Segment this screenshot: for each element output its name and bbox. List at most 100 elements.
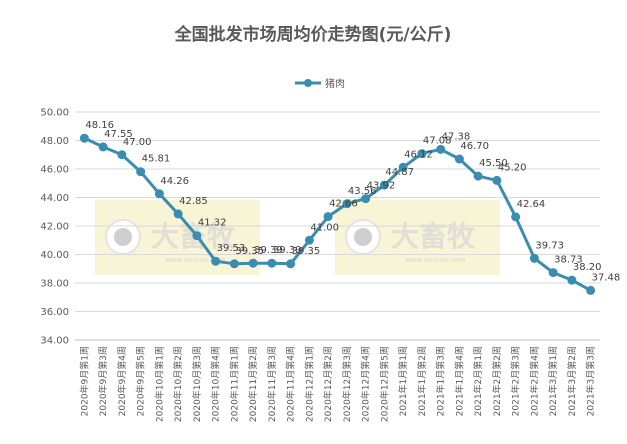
data-point (361, 194, 371, 204)
y-tick-label: 48.00 (40, 136, 69, 147)
data-point (229, 259, 239, 269)
data-label: 39.39 (273, 245, 302, 256)
x-tick-label: 2020年11月第1周 (228, 346, 240, 422)
data-point (304, 235, 314, 245)
x-tick-label: 2021年3月第2周 (566, 346, 578, 416)
data-label: 39.35 (292, 246, 321, 257)
data-point (173, 209, 183, 219)
data-point (154, 189, 164, 199)
data-point (529, 253, 539, 263)
data-label: 46.12 (404, 149, 433, 160)
data-label: 41.32 (198, 218, 227, 229)
data-point (286, 259, 296, 269)
x-axis-ticks: 2020年9月第1周 2020年9月第3周 2020年9月第4周 2020年9月第5周… (78, 346, 596, 422)
data-point (454, 154, 464, 164)
data-point (417, 149, 427, 159)
data-label: 47.08 (423, 136, 452, 147)
data-point (473, 171, 483, 181)
y-tick-label: 50.00 (40, 108, 69, 119)
data-label: 48.16 (85, 120, 114, 131)
x-tick-label: 2020年10月第4周 (210, 346, 222, 422)
data-label: 37.48 (592, 272, 621, 283)
x-tick-label: 2020年9月第3周 (97, 346, 109, 416)
data-point (98, 142, 108, 152)
data-label: 47.55 (104, 129, 133, 140)
x-tick-label: 2020年12月第5周 (378, 346, 390, 422)
data-label: 45.81 (142, 154, 171, 165)
data-point (436, 144, 446, 154)
x-tick-label: 2021年2月第2周 (491, 346, 503, 416)
data-label: 47.38 (442, 131, 471, 142)
legend: 猪肉 (295, 77, 345, 90)
x-tick-label: 2021年1月第4周 (453, 346, 465, 416)
watermark-subtext: www.dxumu.com (165, 256, 225, 264)
data-point (323, 212, 333, 222)
data-point (192, 231, 202, 241)
data-point (567, 275, 577, 285)
x-tick-label: 2020年9月第1周 (78, 346, 90, 416)
data-point (117, 150, 127, 160)
y-axis-ticks: 34.00 36.00 38.00 40.00 42.00 44.00 46.00 48.00… (40, 108, 69, 347)
x-tick-label: 2021年1月第2周 (416, 346, 428, 416)
x-tick-label: 2020年12月第2周 (322, 346, 334, 422)
data-label: 46.70 (460, 141, 489, 152)
data-label: 45.20 (498, 162, 527, 173)
legend-swatch-marker (304, 79, 312, 87)
series-line (83, 136, 592, 292)
y-tick-label: 42.00 (40, 222, 69, 233)
watermark-subtext: www.dxumu.com (405, 256, 465, 264)
data-label: 39.39 (254, 245, 283, 256)
data-point (267, 258, 277, 268)
y-tick-label: 40.00 (40, 250, 69, 261)
data-label: 39.73 (535, 240, 564, 251)
data-label: 41.00 (310, 222, 339, 233)
data-point (248, 258, 258, 268)
y-tick-label: 34.00 (40, 336, 69, 347)
data-point (79, 133, 89, 143)
data-point (548, 268, 558, 278)
data-label: 43.92 (367, 181, 396, 192)
x-tick-label: 2020年9月第5周 (135, 346, 147, 416)
x-tick-label: 2020年10月第2周 (172, 346, 184, 422)
y-tick-label: 38.00 (40, 279, 69, 290)
data-label: 39.35 (235, 246, 264, 257)
data-label: 38.20 (573, 262, 602, 273)
data-point (511, 212, 521, 222)
data-label: 44.87 (385, 167, 414, 178)
y-tick-label: 36.00 (40, 307, 69, 318)
x-tick-label: 2020年10月第1周 (153, 346, 165, 422)
x-tick-label: 2021年2月第4周 (528, 346, 540, 416)
x-tick-label: 2021年1月第1周 (397, 346, 409, 416)
data-point (136, 167, 146, 177)
chart-title: 全国批发市场周均价走势图(元/公斤) (174, 24, 452, 45)
data-label: 38.73 (554, 255, 583, 266)
watermark-logo-dot (354, 228, 372, 246)
data-label: 42.66 (329, 199, 358, 210)
series-layer (79, 133, 596, 295)
data-label: 42.64 (517, 199, 546, 210)
x-tick-label: 2021年3月第3周 (585, 346, 597, 416)
watermark-logo-dot (114, 228, 132, 246)
x-tick-label: 2020年12月第1周 (303, 346, 315, 422)
watermark-text: 大畜牧 (391, 220, 476, 253)
x-tick-label: 2021年1月第3周 (435, 346, 447, 416)
y-tick-label: 46.00 (40, 165, 69, 176)
data-label: 43.56 (348, 186, 377, 197)
data-label: 44.26 (160, 176, 189, 187)
x-tick-label: 2020年12月第4周 (360, 346, 372, 422)
x-tick-label: 2021年3月第1周 (547, 346, 559, 416)
x-tick-label: 2021年2月第1周 (472, 346, 484, 416)
x-tick-label: 2020年11月第2周 (247, 346, 259, 422)
data-label: 42.85 (179, 196, 208, 207)
data-label: 39.53 (217, 243, 246, 254)
data-point (492, 175, 502, 185)
data-label: 45.50 (479, 158, 508, 169)
data-label: 47.00 (123, 137, 152, 148)
y-tick-label: 44.00 (40, 193, 69, 204)
legend-entry-label: 猪肉 (325, 77, 345, 90)
data-point (586, 285, 596, 295)
data-point (379, 180, 389, 190)
data-point (398, 162, 408, 172)
